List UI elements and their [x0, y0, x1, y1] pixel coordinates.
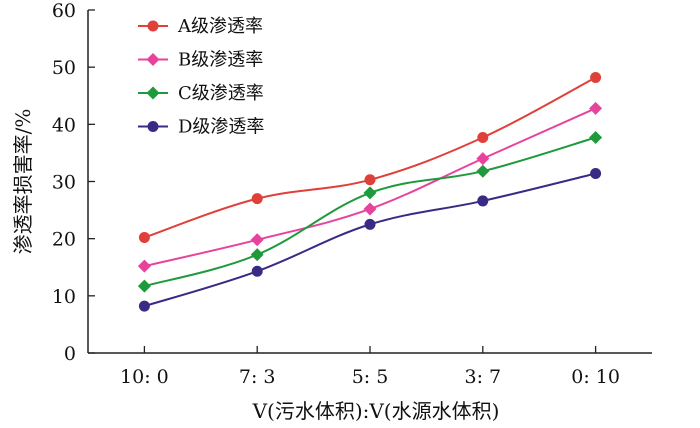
data-point [251, 265, 263, 277]
axis-titles: V(污水体积):V(水源水体积) 渗透率损害率/% [11, 109, 499, 423]
legend-item: B级渗透率 [138, 50, 263, 71]
axes: 0 10 20 30 40 50 60 10: 0 7: 3 5: 5 3: 7 0: 10 [52, 0, 652, 388]
x-tick-label: 0: 10 [571, 366, 620, 388]
x-tick-label: 3: 7 [464, 366, 501, 388]
legend-marker [146, 86, 160, 100]
series-4 [138, 167, 602, 312]
data-point [250, 233, 264, 247]
data-point [251, 193, 263, 205]
data-point [364, 174, 376, 186]
series-layer [137, 71, 603, 312]
legend-label: B级渗透率 [178, 50, 263, 71]
data-point [364, 218, 376, 230]
data-point [590, 71, 602, 83]
data-point [138, 232, 150, 244]
x-tick-label: 10: 0 [120, 366, 169, 388]
data-point [590, 167, 602, 179]
x-axis-title: V(污水体积):V(水源水体积) [252, 399, 500, 423]
legend-marker [147, 20, 159, 32]
data-point [138, 300, 150, 312]
y-tick-label: 0 [64, 343, 76, 365]
data-point [589, 101, 603, 115]
series-1 [138, 71, 602, 244]
data-point [137, 259, 151, 273]
legend-item: A级渗透率 [138, 16, 263, 37]
y-axis-title: 渗透率损害率/% [11, 109, 35, 255]
legend-marker [147, 121, 159, 132]
legend-item: C级渗透率 [138, 83, 264, 104]
y-tick-label: 30 [52, 172, 76, 194]
legend-label: C级渗透率 [178, 83, 264, 104]
data-point [477, 195, 489, 207]
x-tick-label: 5: 5 [352, 366, 389, 388]
data-point [589, 130, 603, 144]
x-tick-label: 7: 3 [239, 366, 276, 388]
legend-marker [146, 53, 160, 66]
data-point [250, 248, 264, 262]
legend-label: A级渗透率 [177, 16, 263, 37]
data-point [477, 131, 489, 143]
series-3 [137, 130, 603, 293]
data-point [363, 186, 377, 200]
data-point [137, 279, 151, 293]
legend-item: D级渗透率 [138, 117, 264, 138]
y-tick-label: 50 [52, 57, 76, 79]
legend: A级渗透率 B级渗透率 C级渗透率 D级渗透率 [138, 16, 264, 138]
data-point [476, 164, 490, 178]
series-2 [137, 101, 603, 273]
y-tick-label: 40 [52, 114, 76, 136]
y-tick-label: 60 [52, 0, 76, 22]
data-point [476, 152, 490, 166]
y-tick-label: 10 [52, 286, 76, 308]
y-tick-label: 20 [52, 229, 76, 251]
data-point [363, 202, 377, 216]
legend-label: D级渗透率 [178, 117, 264, 138]
